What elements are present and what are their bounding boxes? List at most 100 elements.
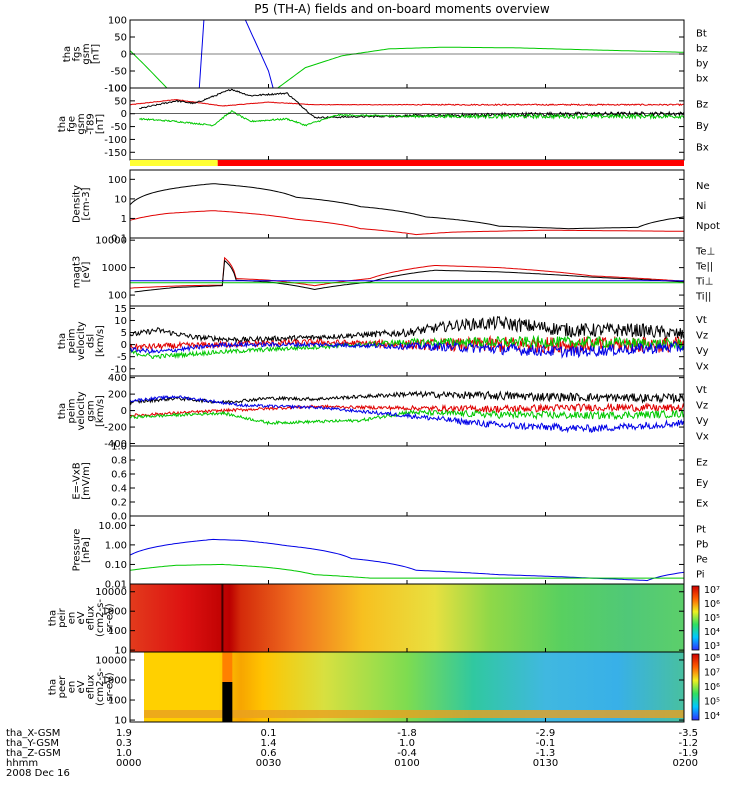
peim-ylabel-line: velocity <box>76 321 87 360</box>
pressure-ylabel-line: Pressure <box>71 529 82 572</box>
fgs-series-by <box>129 46 685 89</box>
temperature-ytick-label: 100 <box>108 291 127 302</box>
peim-ylabel-line: peim <box>67 328 78 353</box>
temperature-ylabel-line: magt3 <box>71 256 82 289</box>
ion_spec-ylabel-line: sr-eV) <box>105 603 116 632</box>
ion_spec-ylabel-line: peir <box>57 607 68 627</box>
elec_spec-ylabel-line: en <box>67 681 78 694</box>
fgs-ylabel-line: tha <box>62 46 73 62</box>
x-row-value: -1.8 <box>397 728 417 739</box>
fgs-ylabel-line: gsm <box>81 43 92 64</box>
fge-series-By <box>138 110 685 127</box>
elec_spec-colorbar-tick: 10⁵ <box>704 697 720 708</box>
fge-legend-0: Bz <box>696 100 708 111</box>
pressure-series-Pe <box>129 563 684 579</box>
efield-frame <box>129 445 685 517</box>
peim-ylabel-line: dsl <box>86 334 97 348</box>
density-ytick-label: 0.1 <box>111 234 127 245</box>
elec_spec-ytick-label: 1000 <box>102 676 127 687</box>
elec_spec-colorbar-tick: 10⁶ <box>704 682 720 693</box>
temperature-ylabel-line: [eV] <box>81 262 92 283</box>
state-bar-segment <box>217 160 684 166</box>
x-row-label: tha_Y-GSM <box>6 738 59 749</box>
elec_spec-colorbar <box>691 653 700 721</box>
peim_gsm-series-Vy <box>130 408 685 426</box>
peim-legend-2: Vy <box>696 346 709 357</box>
pressure-legend-3: Pi <box>696 570 705 581</box>
peim-ytick-label: 0 <box>121 340 127 351</box>
ion_spec-ytick-label: 100 <box>108 626 127 637</box>
fge-legend-1: By <box>696 121 709 132</box>
x-row-value: -1.9 <box>678 748 698 759</box>
pressure-ytick-label: 1.00 <box>105 540 127 551</box>
x-row-value: 0130 <box>533 758 558 769</box>
ion-burst-line <box>221 584 224 652</box>
peim-legend-3: Vx <box>696 361 709 372</box>
elec-burst-top <box>222 652 233 682</box>
peim_gsm-series-Vx <box>129 394 685 434</box>
ion_spec-ylabel-line: (cm2-s- <box>95 599 106 637</box>
density-ytick-label: 1 <box>121 214 127 225</box>
density-ytick-label: 10 <box>114 194 127 205</box>
x-row-value: 0100 <box>394 758 419 769</box>
elec_spec-ytick-label: 10000 <box>95 655 127 666</box>
ion_spec-ylabel-line: eflux <box>86 606 97 631</box>
elec_spec-ytick-label: 100 <box>108 696 127 707</box>
peim-ytick-label: 10 <box>114 316 127 327</box>
density-ytick-label: 100 <box>108 175 127 186</box>
temperature-legend-2: Ti⊥ <box>695 277 713 288</box>
fge-ylabel-line: -T89 <box>86 113 97 135</box>
fgs-legend-2: by <box>696 59 708 70</box>
fge-legend-2: Bx <box>696 142 709 153</box>
x-row-value: 0.1 <box>261 728 277 739</box>
density-series-Ne <box>129 210 684 236</box>
x-row-value: -1.3 <box>536 748 556 759</box>
peim_gsm-ytick-label: -200 <box>104 423 127 434</box>
fgs-legend-1: bz <box>696 44 708 55</box>
pressure-frame <box>129 515 685 585</box>
x-row-value: -0.4 <box>397 748 417 759</box>
ion_spec-ylabel-line: eV <box>76 611 87 624</box>
ion_spec-ytick-label: 10 <box>114 646 127 657</box>
state-bar-segment <box>130 160 218 166</box>
fge-ytick-label: -100 <box>104 135 127 146</box>
elec-burst-column <box>222 682 233 722</box>
temperature-ytick-label: 10000 <box>95 236 127 247</box>
x-row-value: 1.4 <box>261 738 277 749</box>
efield-ylabel-line: [mV/m] <box>81 462 92 500</box>
x-row-value: -0.1 <box>536 738 556 749</box>
fgs-ylabel-line: [nT] <box>90 44 101 64</box>
ion_spec-colorbar <box>691 585 700 651</box>
efield-ytick-label: 0.4 <box>111 484 127 495</box>
ion_spec-ytick-label: 1000 <box>102 607 127 618</box>
ion_spec-colorbar-tick: 10⁶ <box>704 599 720 610</box>
elec-data-gap <box>130 652 144 722</box>
efield-legend-2: Ex <box>696 499 708 510</box>
fge-ylabel-line: fge <box>67 116 78 132</box>
x-row-value: 0.6 <box>261 748 277 759</box>
figure-title: P5 (TH-A) fields and on-board moments ov… <box>254 2 550 16</box>
efield-ylabel-line: E=-VxB <box>71 462 82 499</box>
peim_gsm-frame <box>129 375 685 447</box>
fgs-ytick-label: 100 <box>108 16 127 27</box>
fgs-ytick-label: 0 <box>121 50 127 61</box>
fgs-ytick-label: -50 <box>111 67 127 78</box>
fge-ylabel-line: gsm <box>76 113 87 134</box>
fge-ytick-label: 50 <box>114 96 127 107</box>
pressure-ylabel-line: [nPa] <box>81 537 92 563</box>
density-legend-0: Ne <box>696 181 710 192</box>
density-ylabel-line: Density <box>71 185 82 223</box>
ion_spec-ylabel-line: en <box>67 612 78 625</box>
temperature-series-Te_perp <box>129 256 685 289</box>
panel-elec_spec: 10⁸ 10⁷ 10⁶ 10⁵ 10⁴ 10000 1000 100 10 thapeereneV… <box>48 651 720 727</box>
elec-low-energy-band <box>130 710 684 718</box>
elec_spec-colorbar-tick: 10⁴ <box>704 711 720 722</box>
peim_gsm-legend-2: Vy <box>696 416 709 427</box>
elec_spec-ylabel-line: (cm2-s- <box>95 668 106 706</box>
ion_spec-colorbar-tick: 10⁷ <box>704 585 720 596</box>
efield-ytick-label: 1.0 <box>111 442 127 453</box>
